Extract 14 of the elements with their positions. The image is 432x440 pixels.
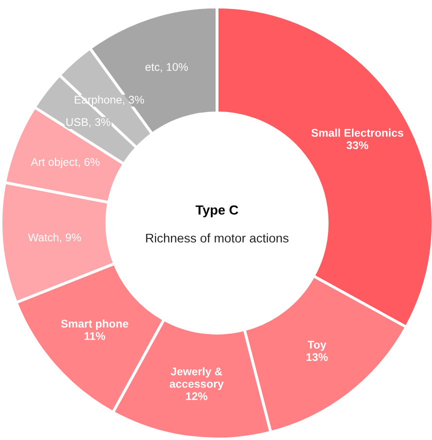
data-label: 11% [84,332,106,340]
slice-label: Small Electronics [311,128,404,137]
slice-label: Toy [308,340,326,351]
data-label: 12% [186,392,208,400]
slice-label: USB, 3% [66,118,110,128]
text: Type C [196,205,238,218]
data-label: 13% [306,353,328,362]
slice-label: Watch, 9% [28,233,81,243]
data-label: 33% [346,141,368,150]
slice-label: Smart phone [61,319,128,330]
slice-label: etc, 10% [145,63,188,72]
slice-label: Art object, 6% [30,158,100,168]
text: Richness of motor actions [146,233,288,243]
slice-label: Jewerly & accessory [170,367,224,390]
